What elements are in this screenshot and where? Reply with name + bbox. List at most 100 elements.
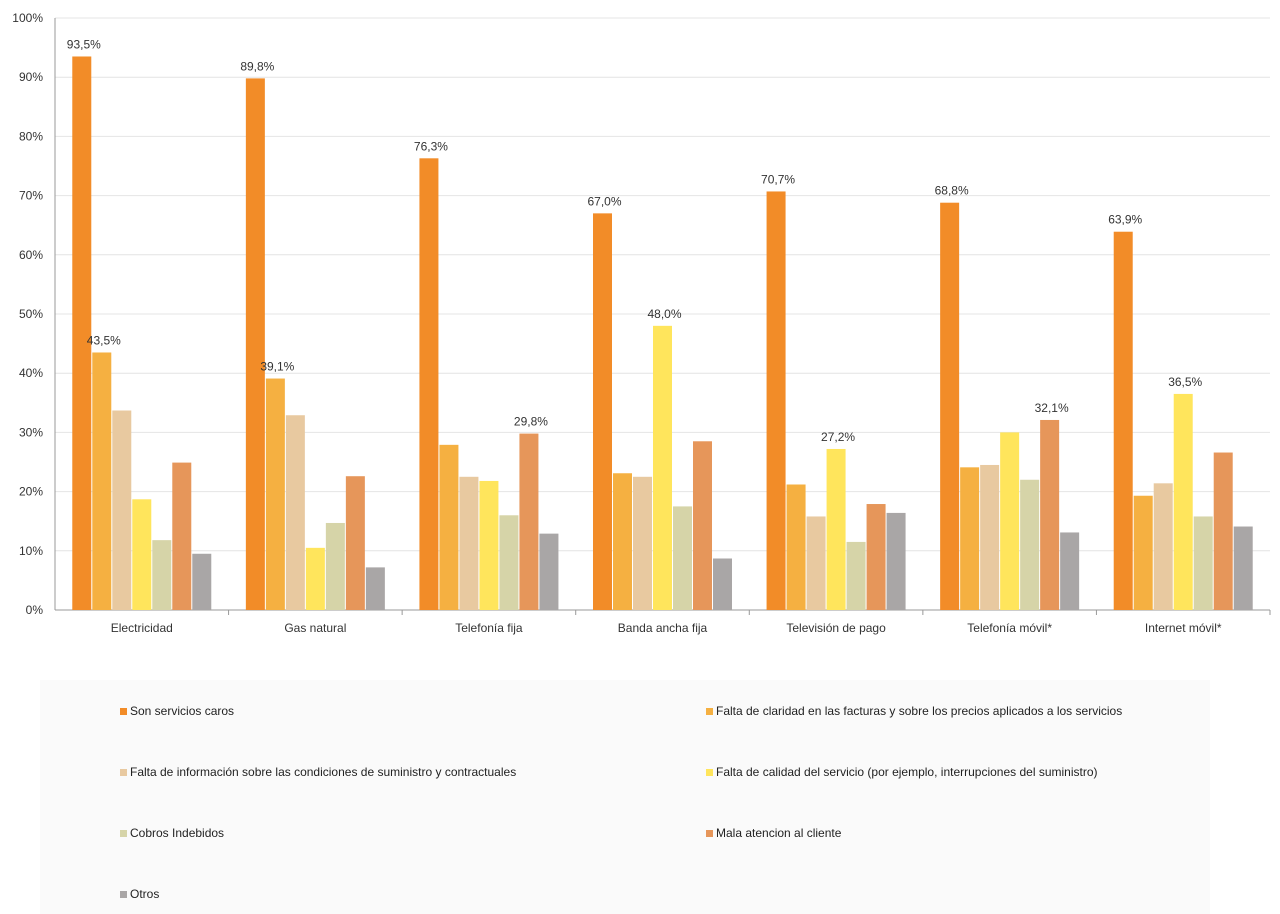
legend-label: Cobros Indebidos	[130, 826, 225, 840]
bar	[1213, 452, 1233, 610]
legend-swatch	[120, 890, 127, 898]
data-label: 32,1%	[1035, 401, 1069, 415]
y-tick-label: 0%	[26, 603, 44, 617]
bar	[439, 444, 459, 610]
data-label: 36,5%	[1168, 375, 1202, 389]
y-tick-label: 40%	[19, 366, 43, 380]
bar	[539, 533, 559, 610]
legend-swatch	[120, 829, 127, 837]
bar	[940, 202, 960, 611]
legend-item: Son servicios caros	[120, 704, 234, 718]
legend-swatch	[120, 768, 127, 776]
x-tick-label: Gas natural	[284, 621, 346, 635]
legend-label: Falta de información sobre las condicion…	[130, 765, 517, 779]
bar	[633, 476, 652, 610]
bar	[653, 325, 672, 610]
x-tick-label: Banda ancha fija	[618, 621, 708, 635]
bar	[419, 158, 439, 610]
bar	[1153, 483, 1173, 610]
data-label: 29,8%	[514, 415, 548, 429]
bar	[172, 462, 192, 610]
legend-label: Falta de claridad en las facturas y sobr…	[716, 704, 1123, 718]
bar	[1040, 419, 1060, 610]
legend-label: Son servicios caros	[130, 704, 235, 718]
bar	[613, 473, 632, 610]
bar	[1020, 479, 1040, 610]
bar	[846, 541, 866, 610]
legend-swatch	[120, 707, 127, 715]
x-tick-label: Internet móvil*	[1145, 621, 1222, 635]
bar-chart: 0% 10% 20% 30% 40% 50% 60% 70% 80% 90% 100% Electri…	[12, 11, 1271, 635]
bar	[459, 476, 479, 610]
bar	[1233, 526, 1253, 610]
bar	[960, 467, 980, 610]
x-tick-label: Electricidad	[111, 621, 173, 635]
bar	[980, 464, 1000, 610]
legend: Son servicios caros Falta de claridad en …	[40, 680, 1210, 914]
bar	[713, 558, 732, 610]
bar	[1113, 231, 1133, 610]
bar	[72, 56, 92, 611]
bar	[265, 378, 285, 610]
x-tick-label: Telefonía fija	[455, 621, 523, 635]
bar	[866, 504, 886, 610]
bar	[693, 441, 712, 610]
legend-item: Falta de calidad del servicio (por ejemp…	[706, 765, 1098, 779]
bar	[285, 415, 305, 610]
bar	[499, 515, 519, 610]
bar	[886, 512, 906, 610]
data-label: 67,0%	[587, 194, 621, 208]
y-tick-label: 100%	[12, 11, 43, 25]
bar	[92, 352, 112, 610]
bar	[1173, 393, 1193, 610]
bar	[152, 540, 172, 610]
bar	[786, 484, 806, 610]
data-label: 68,8%	[935, 184, 969, 198]
bar	[305, 547, 325, 610]
legend-label: Otros	[130, 887, 160, 901]
bar	[1000, 432, 1020, 610]
y-tick-label: 30%	[19, 425, 43, 439]
bar	[325, 522, 345, 610]
bar	[479, 480, 499, 610]
bar	[673, 506, 692, 610]
y-tick-label: 10%	[19, 544, 43, 558]
y-tick-label: 50%	[19, 307, 43, 321]
bar	[1133, 495, 1153, 610]
bar	[245, 78, 265, 610]
data-label: 89,8%	[240, 59, 274, 73]
legend-item: Otros	[120, 887, 159, 901]
legend-label: Falta de calidad del servicio (por ejemp…	[716, 765, 1098, 779]
data-label: 27,2%	[821, 430, 855, 444]
legend-item: Falta de información sobre las condicion…	[120, 765, 516, 779]
data-label: 39,1%	[260, 360, 294, 374]
bar	[365, 567, 385, 610]
bar	[112, 410, 132, 610]
data-label: 43,5%	[87, 333, 121, 347]
legend-swatch	[706, 768, 713, 776]
y-tick-label: 20%	[19, 485, 43, 499]
data-label: 48,0%	[647, 307, 681, 321]
bar	[519, 433, 539, 610]
legend-label: Mala atencion al cliente	[716, 826, 842, 840]
legend-item: Cobros Indebidos	[120, 826, 224, 840]
bar	[806, 516, 826, 610]
y-tick-label: 80%	[19, 129, 43, 143]
bar	[1060, 532, 1080, 610]
bar	[766, 191, 786, 610]
bar	[132, 499, 152, 610]
bar	[593, 213, 612, 611]
bar	[345, 476, 365, 610]
legend-item: Falta de claridad en las facturas y sobr…	[706, 704, 1122, 718]
y-tick-label: 90%	[19, 70, 43, 84]
data-label: 63,9%	[1108, 213, 1142, 227]
y-tick-label: 60%	[19, 248, 43, 262]
data-label: 93,5%	[67, 37, 101, 51]
legend-item: Mala atencion al cliente	[706, 826, 841, 840]
bar	[826, 448, 846, 610]
bar	[1193, 516, 1213, 610]
data-label: 76,3%	[414, 139, 448, 153]
legend-swatch	[706, 707, 713, 715]
x-tick-label: Televisión de pago	[786, 621, 886, 635]
bar	[192, 553, 212, 610]
